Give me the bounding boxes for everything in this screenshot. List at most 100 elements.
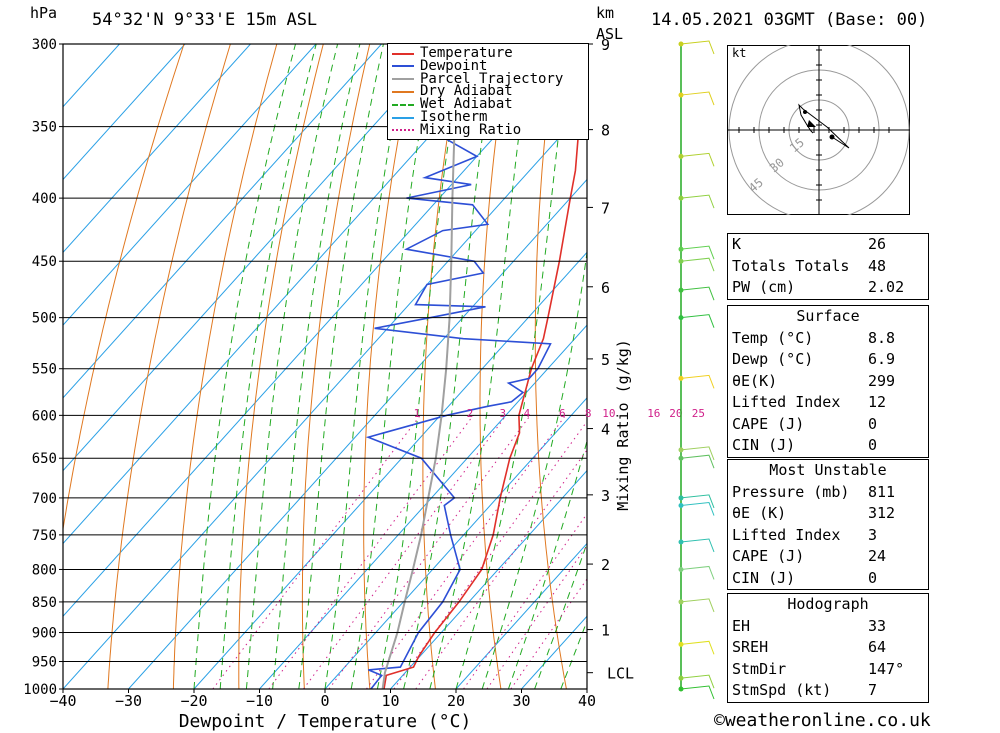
isotherm-line xyxy=(259,324,587,689)
pressure-tick-label: 700 xyxy=(32,491,57,507)
dry-adiabat-line xyxy=(172,44,278,689)
km-tick-label: 2 xyxy=(601,556,610,574)
index-label: Totals Totals xyxy=(732,256,850,275)
wet-adiabat-line xyxy=(481,249,587,689)
legend-item: Mixing Ratio xyxy=(392,123,521,137)
legend-label: Wet Adiabat xyxy=(420,96,513,113)
pressure-tick-label: 900 xyxy=(32,626,57,642)
table-row: SREH 64 xyxy=(728,637,928,659)
index-value: 299 xyxy=(868,371,896,390)
index-value: 12 xyxy=(868,393,887,411)
index-label: StmSpd (kt) xyxy=(732,681,832,699)
temperature-line xyxy=(383,44,584,689)
km-tick-label: 6 xyxy=(601,279,610,297)
wind-barb xyxy=(680,494,715,509)
index-label: θE (K) xyxy=(732,504,787,522)
index-label: SREH xyxy=(732,638,769,656)
legend-swatch xyxy=(392,103,414,106)
index-value: 147° xyxy=(868,659,905,678)
table-section-title: Most Unstable xyxy=(769,461,887,479)
index-label: EH xyxy=(732,616,751,635)
index-label: θE(K) xyxy=(732,371,778,390)
pressure-tick-label: 450 xyxy=(32,254,57,270)
index-label: PW (cm) xyxy=(732,278,796,296)
index-label: Temp (°C) xyxy=(732,328,814,347)
datetime-title: 14.05.2021 03GMT (Base: 00) xyxy=(651,10,928,30)
legend-item: Wet Adiabat xyxy=(392,96,513,113)
legend-swatch xyxy=(392,65,414,68)
index-value: 24 xyxy=(868,547,887,565)
mixing-ratio-line xyxy=(365,415,566,689)
mixing-ratio-label: 16 xyxy=(647,407,660,420)
legend-label: Dewpoint xyxy=(420,57,488,74)
legend-label: Temperature xyxy=(420,45,513,61)
wind-barb xyxy=(680,374,715,389)
mixing-ratio-line xyxy=(486,544,587,689)
index-value: 3 xyxy=(868,525,878,544)
wet-adiabat-line xyxy=(507,439,587,689)
mixing-ratio-axis-label: Mixing Ratio (g/kg) xyxy=(614,339,632,511)
legend: Temperature Dewpoint Parcel Trajectory Dry … xyxy=(387,43,589,140)
isotherm-line xyxy=(63,44,317,326)
table-row: Pressure (mb) 811 xyxy=(728,482,928,504)
table-row: Dewp (°C) 6.9 xyxy=(728,349,928,371)
km-tick-label: LCL xyxy=(607,665,634,683)
index-label: CAPE (J) xyxy=(732,414,805,433)
mixing-ratio-line xyxy=(510,578,587,689)
temperature-tick-label: 0 xyxy=(320,692,329,710)
table-row: Totals Totals 48 xyxy=(728,256,928,278)
table-row: K 26 xyxy=(728,234,928,256)
isotherm-line xyxy=(455,542,587,689)
index-label: Lifted Index xyxy=(732,393,841,411)
index-label: Lifted Index xyxy=(732,525,841,544)
km-label: km xyxy=(596,4,615,22)
wind-barb xyxy=(680,91,715,106)
pressure-tick-label: 550 xyxy=(32,362,57,378)
surface-table: Surface Temp (°C) 8.8 Dewp (°C) 6.9 θE(K) 299 L… xyxy=(727,305,929,458)
wind-barb xyxy=(680,598,715,613)
hodograph-point xyxy=(803,110,807,114)
index-value: 312 xyxy=(868,504,896,522)
isotherm-line xyxy=(63,44,448,472)
legend-item: Isotherm xyxy=(392,110,487,124)
temperature-tick-label: 20 xyxy=(447,692,465,710)
index-value: 0 xyxy=(868,568,878,587)
mixing-ratio-label: 2 xyxy=(467,407,474,420)
table-row: CAPE (J) 0 xyxy=(728,414,928,436)
table-row: PW (cm) 2.02 xyxy=(728,277,928,299)
index-value: 33 xyxy=(868,616,887,635)
index-label: CAPE (J) xyxy=(732,547,805,565)
wind-barb xyxy=(680,674,715,689)
pressure-tick-label: 800 xyxy=(32,562,57,578)
wind-barb xyxy=(680,538,715,553)
index-value: 26 xyxy=(868,235,887,253)
legend-swatch xyxy=(392,129,414,132)
mixing-ratio-line xyxy=(303,415,507,689)
wet-adiabat-line xyxy=(193,44,296,689)
mixing-ratio-label: 6 xyxy=(559,407,566,420)
pressure-tick-label: 950 xyxy=(32,655,57,671)
table-row: StmDir 147° xyxy=(728,659,928,681)
legend-swatch xyxy=(392,90,414,93)
isotherm-line xyxy=(63,106,587,689)
pressure-tick-label: 650 xyxy=(32,451,57,467)
legend-item: Dry Adiabat xyxy=(392,84,513,98)
wind-barb xyxy=(680,245,715,260)
mixing-ratio-label: 4 xyxy=(524,407,531,420)
legend-swatch xyxy=(392,52,414,55)
isotherm-line xyxy=(63,44,120,108)
asl-label: ASL xyxy=(596,25,624,43)
mixing-ratio-label: 25 xyxy=(692,407,705,420)
table-section-title: Surface xyxy=(796,307,860,325)
table-row: θE (K) 312 xyxy=(728,503,928,525)
pressure-unit-label: hPa xyxy=(30,4,58,22)
table-row: CAPE (J) 24 xyxy=(728,546,928,568)
temperature-tick-label: −10 xyxy=(246,692,273,710)
mixing-ratio-label: 1 xyxy=(414,407,421,420)
plot-area xyxy=(63,44,698,689)
temperature-tick-label: 40 xyxy=(578,692,596,710)
isotherm-line xyxy=(128,178,587,689)
table-row: CIN (J) 0 xyxy=(728,568,928,590)
dry-adiabat-line xyxy=(641,44,698,689)
table-row: CIN (J) 0 xyxy=(728,435,928,457)
